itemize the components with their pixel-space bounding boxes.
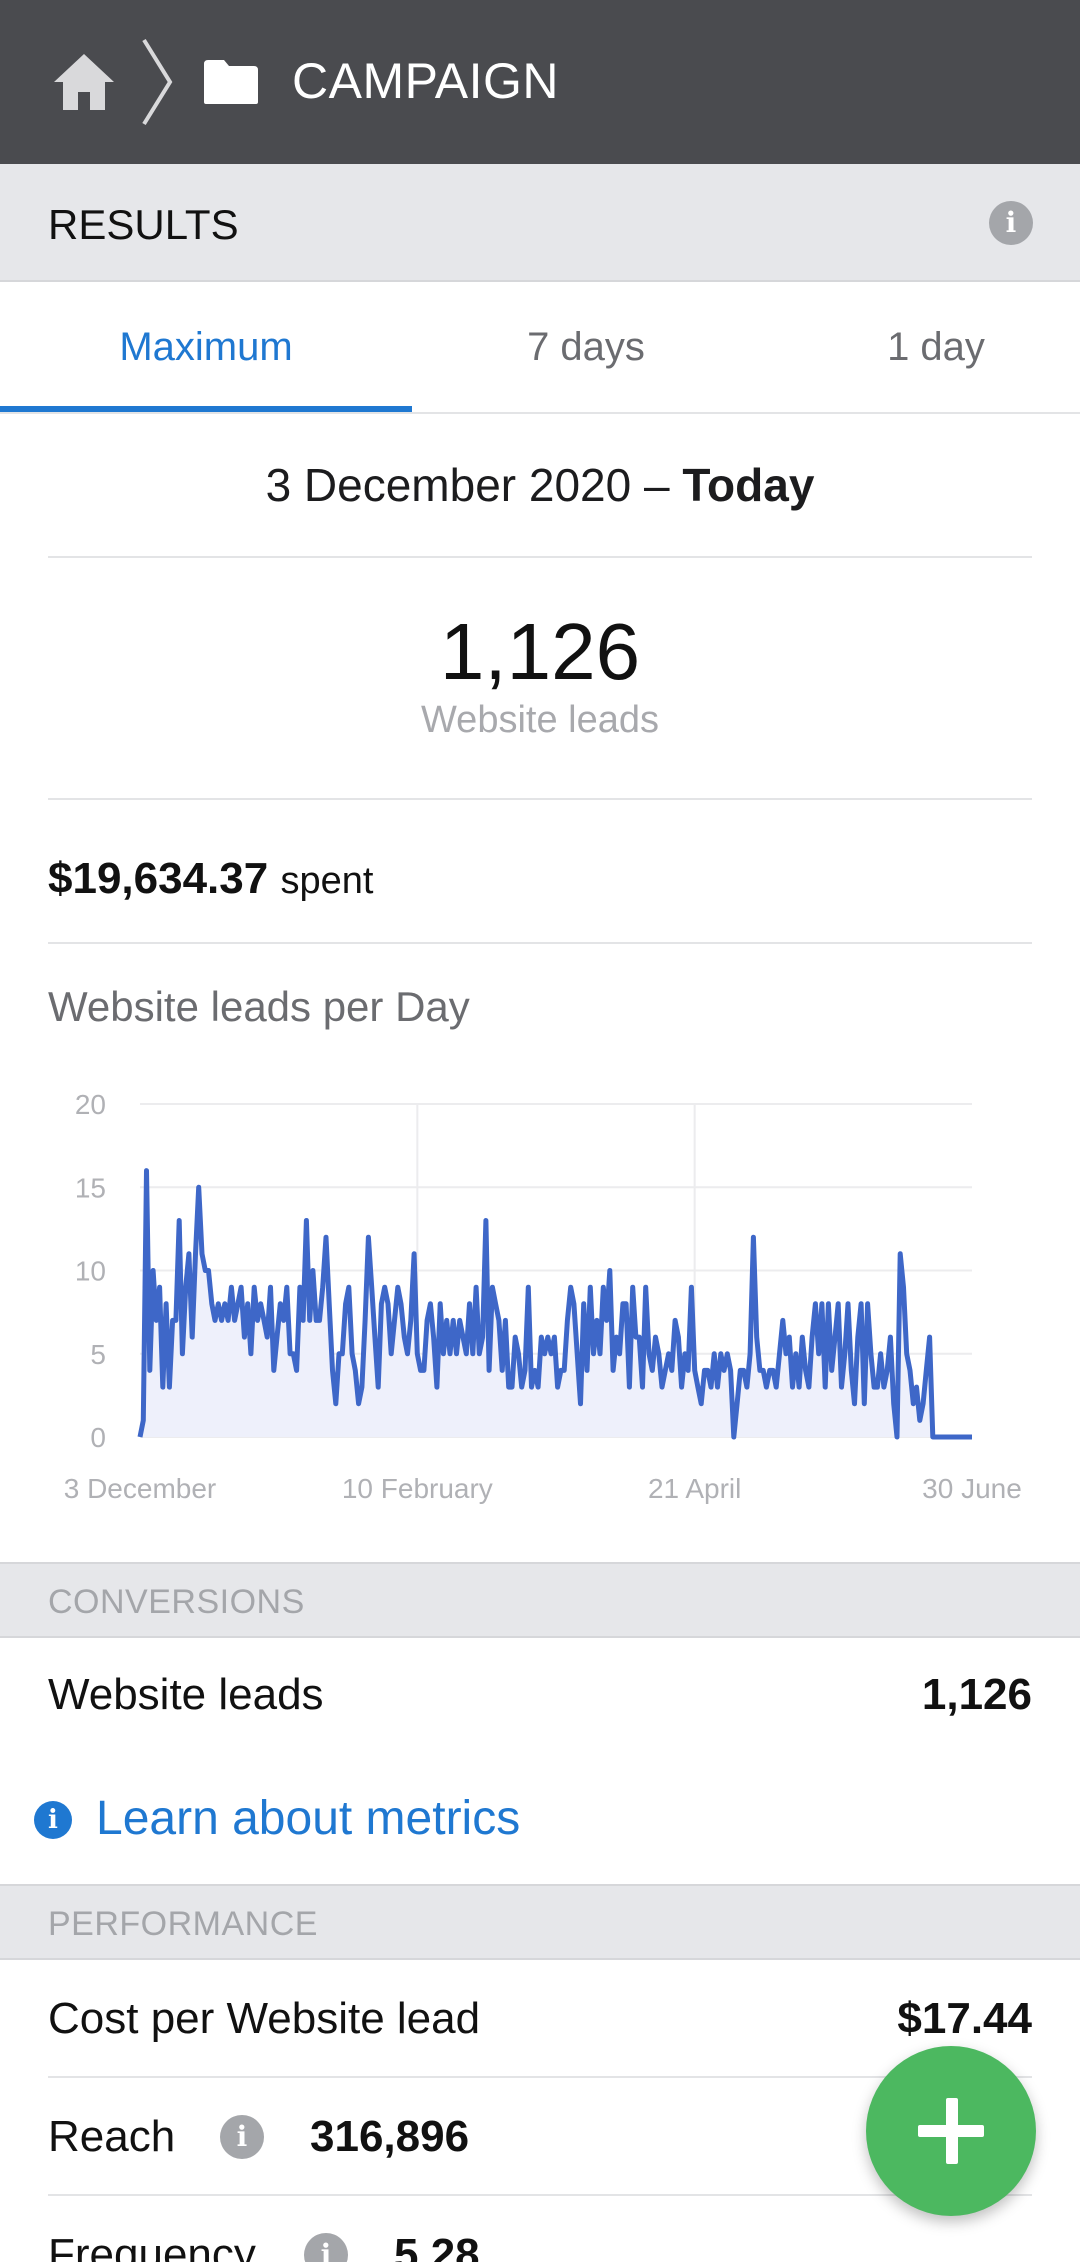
- folder-icon[interactable]: [202, 58, 260, 106]
- results-title: RESULTS: [48, 201, 239, 248]
- date-range-tabs: Maximum 7 days 1 day: [0, 282, 1080, 414]
- date-range: 3 December 2020 – Today: [0, 452, 1080, 518]
- active-tab-indicator: [0, 406, 412, 412]
- website-leads-value: 1,126: [921, 1670, 1032, 1719]
- divider: [48, 2194, 1032, 2196]
- spent-amount: $19,634.37: [48, 854, 269, 903]
- results-header: RESULTS: [0, 164, 1080, 282]
- tab-1-day[interactable]: 1 day: [887, 325, 985, 369]
- tab-7-days[interactable]: 7 days: [527, 325, 645, 369]
- home-icon[interactable]: [52, 52, 116, 112]
- y-tick-label: 20: [75, 1089, 106, 1120]
- breadcrumb-separator-icon: [142, 38, 173, 126]
- performance-section-header: PERFORMANCE: [0, 1884, 1080, 1960]
- date-range-end: Today: [682, 459, 815, 511]
- info-icon[interactable]: i: [304, 2233, 348, 2262]
- amount-spent: $19,634.37 spent: [48, 848, 373, 912]
- frequency-label: Frequency: [48, 2230, 256, 2262]
- reach-label: Reach: [48, 2112, 176, 2161]
- y-tick-label: 5: [90, 1339, 106, 1370]
- conversions-heading: CONVERSIONS: [48, 1583, 305, 1621]
- conversions-section-header: CONVERSIONS: [0, 1562, 1080, 1638]
- y-tick-label: 10: [75, 1256, 106, 1287]
- plus-icon: [918, 2125, 984, 2137]
- reach-value: 316,896: [310, 2112, 470, 2161]
- learn-about-metrics-link[interactable]: Learn about metrics: [96, 1792, 521, 1845]
- info-icon[interactable]: i: [989, 201, 1033, 245]
- info-icon[interactable]: i: [220, 2115, 264, 2159]
- website-leads-label: Website leads: [48, 1670, 324, 1719]
- chart-title: Website leads per Day: [48, 983, 470, 1030]
- x-tick-label: 10 February: [342, 1473, 493, 1504]
- y-tick-label: 15: [75, 1172, 106, 1203]
- series-line: [137, 1168, 972, 1440]
- x-tick-label: 30 June: [922, 1473, 1022, 1504]
- spent-suffix: spent: [280, 860, 374, 902]
- divider: [48, 556, 1032, 558]
- info-icon[interactable]: i: [34, 1801, 72, 1839]
- tab-maximum[interactable]: Maximum: [119, 325, 293, 369]
- performance-heading: PERFORMANCE: [48, 1905, 318, 1943]
- divider: [48, 798, 1032, 800]
- result-value: 1,126: [439, 607, 641, 696]
- leads-per-day-chart[interactable]: 0 5 10 15 20 3 December 10 February 21 April 30 …: [0, 1070, 1080, 1520]
- page-title: CAMPAIGN: [292, 53, 559, 109]
- cost-per-lead-value: $17.44: [897, 1994, 1032, 2043]
- divider: [48, 942, 1032, 944]
- divider: [48, 2076, 1032, 2078]
- add-button[interactable]: [866, 2046, 1036, 2216]
- result-label: Website leads: [421, 699, 659, 741]
- x-tick-label: 3 December: [64, 1473, 217, 1504]
- cost-per-lead-label: Cost per Website lead: [48, 1994, 481, 2043]
- series-area-fill: [140, 1170, 972, 1437]
- x-tick-label: 21 April: [648, 1473, 741, 1504]
- y-tick-label: 0: [90, 1422, 106, 1453]
- top-app-bar: CAMPAIGN: [0, 0, 1080, 164]
- frequency-value: 5.28: [394, 2230, 480, 2262]
- date-range-start: 3 December 2020 –: [265, 459, 683, 511]
